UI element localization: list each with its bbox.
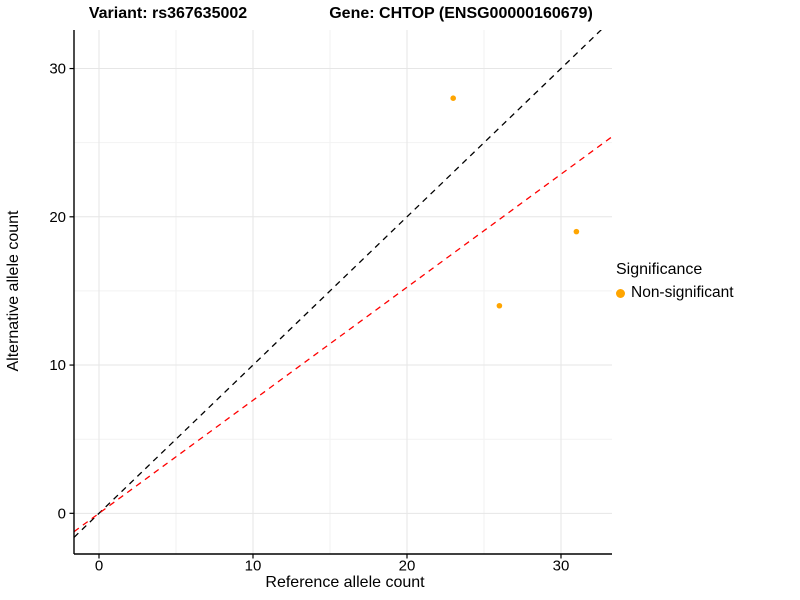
data-point [450, 95, 456, 101]
legend-point-icon [616, 288, 625, 298]
plot-title-gene: Gene: CHTOP (ENSG00000160679) [329, 5, 593, 22]
x-axis-label: Reference allele count [265, 574, 425, 591]
plot-title-variant: Variant: rs367635002 [88, 5, 248, 22]
legend-title: Significance [616, 261, 703, 278]
legend-item-label: Non-significant [631, 284, 734, 301]
y-tick-label: 20 [49, 209, 66, 226]
y-tick-label: 10 [49, 357, 66, 374]
y-axis-label: Alternative allele count [5, 210, 22, 372]
x-tick-label: 30 [553, 558, 570, 575]
expected-ratio-line [74, 136, 612, 533]
legend: Significance Non-significant [616, 261, 734, 302]
legend-item: Non-significant [616, 284, 734, 302]
data-point [573, 228, 580, 235]
y-tick-label: 30 [49, 61, 66, 78]
x-tick-label: 0 [95, 558, 103, 575]
x-tick-label: 10 [245, 558, 262, 575]
identity-line [74, 30, 602, 538]
y-tick-label: 0 [58, 505, 66, 522]
x-tick-label: 20 [399, 558, 416, 575]
data-point [496, 302, 503, 309]
